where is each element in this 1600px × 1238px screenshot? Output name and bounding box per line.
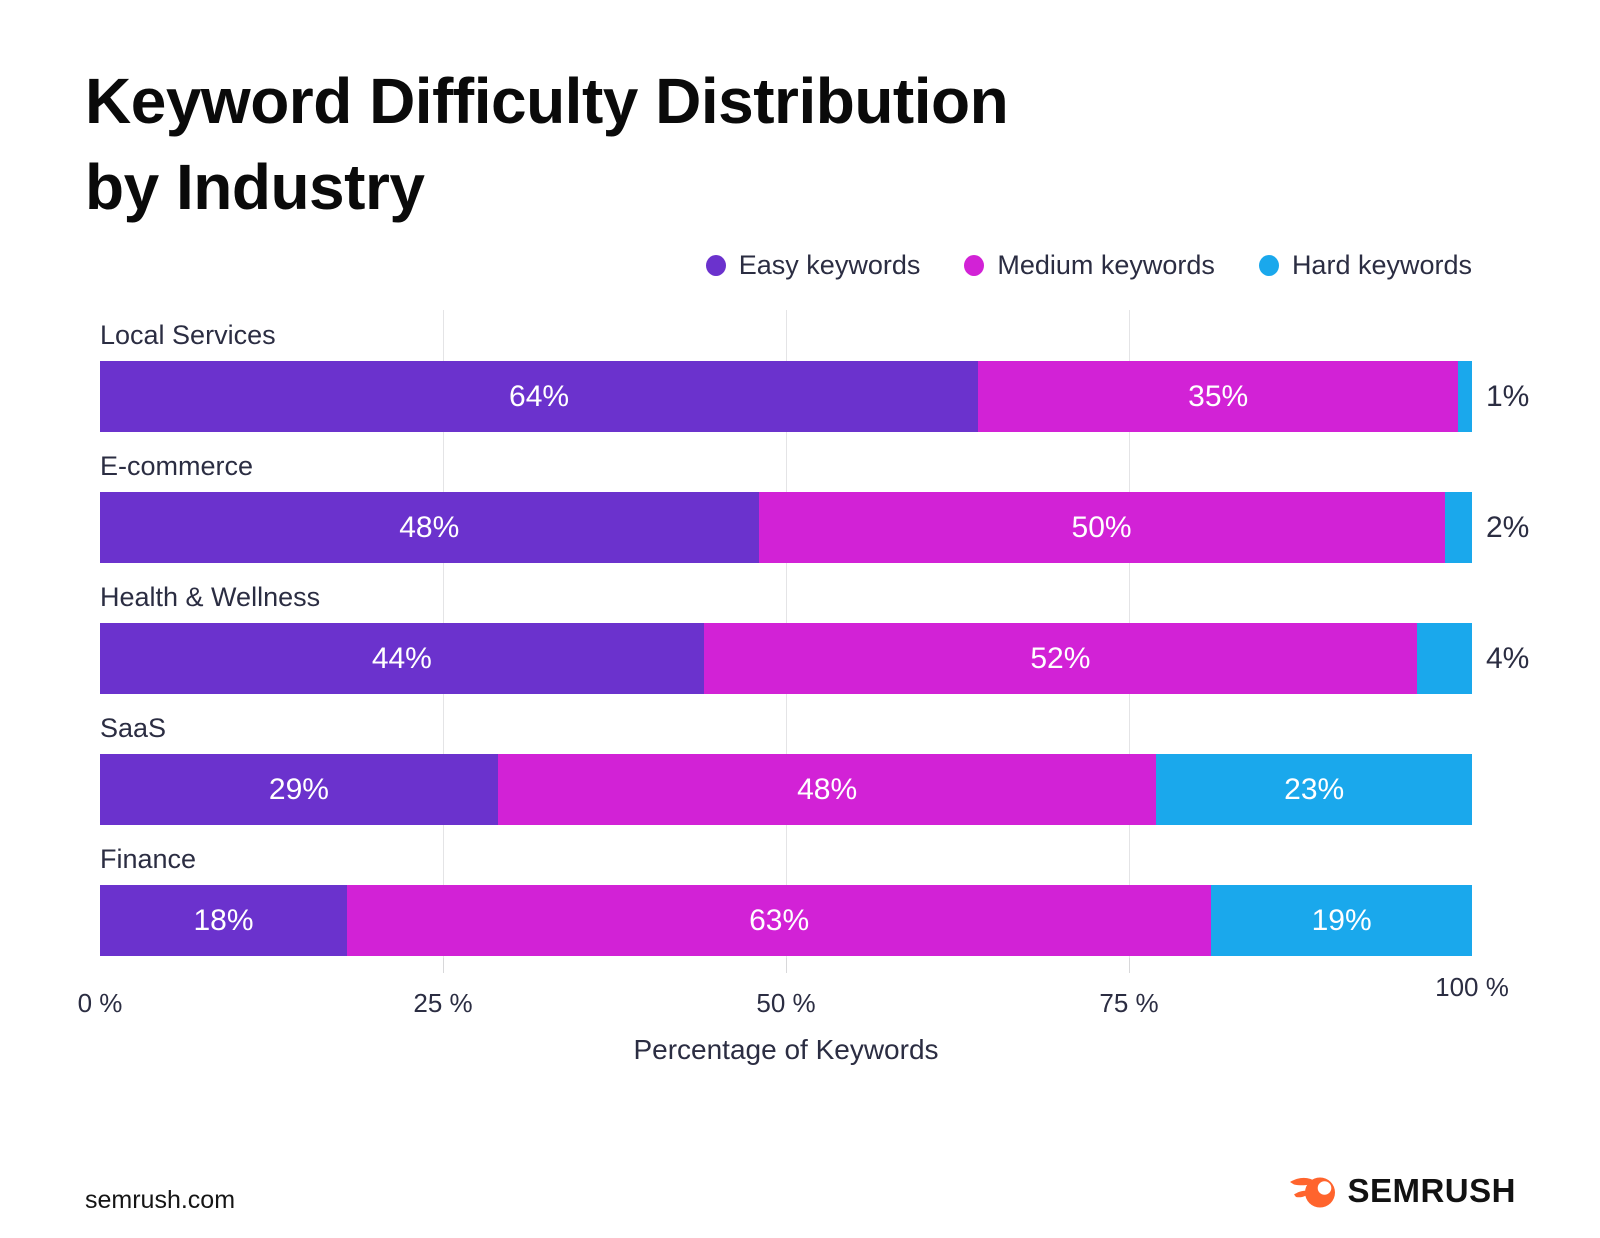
legend-dot-icon (705, 255, 726, 276)
legend-label: Easy keywords (738, 250, 921, 280)
x-axis-title: Percentage of Keywords (633, 1034, 939, 1065)
x-tick-label: 50 % (756, 988, 816, 1018)
segment-value: 48% (399, 510, 460, 544)
segment-value: 35% (1188, 379, 1249, 413)
axis-tickmark (443, 958, 444, 973)
row-label: SaaS (100, 713, 167, 743)
chart-row: Health & Wellness 44% 52% 4% (100, 580, 1529, 694)
medium-keywords-segment: 35% (978, 361, 1459, 432)
source-url: semrush.com (85, 1186, 236, 1214)
stacked-bar: 48% 50% 2% (100, 492, 1529, 563)
axis-tickmark (786, 958, 787, 973)
segment-value: 29% (268, 772, 329, 806)
easy-keywords-segment: 64% (100, 361, 979, 432)
segment-value: 48% (797, 772, 858, 806)
stacked-bar: 29% 48% 23% (100, 754, 1472, 825)
legend-item: Hard keywords (1258, 250, 1472, 281)
segment-value: 44% (371, 641, 432, 675)
chart-row: Finance 18% 63% 19% (100, 842, 1472, 956)
semrush-logo: SEMRUSH (1289, 1172, 1516, 1210)
medium-keywords-segment: 48% (497, 754, 1157, 825)
segment-value-outside: 4% (1486, 642, 1530, 675)
medium-keywords-segment: 52% (703, 623, 1418, 694)
medium-keywords-segment: 50% (758, 492, 1445, 563)
x-tick-label: 25 % (413, 988, 473, 1018)
stacked-bar: 44% 52% 4% (100, 623, 1529, 694)
hard-keywords-segment (1444, 492, 1472, 563)
stacked-bar: 18% 63% 19% (100, 885, 1472, 956)
hard-keywords-segment: 19% (1211, 885, 1472, 956)
medium-keywords-segment: 63% (346, 885, 1212, 956)
chart-title-line1: Keyword Difficulty Distribution (85, 65, 1009, 137)
hard-keywords-segment (1458, 361, 1472, 432)
stacked-bar: 64% 35% 1% (100, 361, 1529, 432)
segment-value: 50% (1071, 510, 1132, 544)
legend-dot-icon (964, 255, 985, 276)
legend-label: Hard keywords (1291, 250, 1472, 280)
x-tick-label: 0 % (77, 988, 123, 1018)
segment-value: 19% (1311, 903, 1372, 937)
legend-label: Medium keywords (997, 250, 1215, 280)
chart-title: Keyword Difficulty Distribution by Indust… (85, 58, 1009, 230)
segment-value: 64% (509, 379, 570, 413)
semrush-flame-icon (1290, 1177, 1336, 1207)
chart-row: Local Services 64% 35% 1% (100, 318, 1529, 432)
segment-value: 52% (1030, 641, 1091, 675)
segment-value-outside: 2% (1486, 511, 1530, 544)
chart-row: SaaS 29% 48% 23% (100, 711, 1472, 825)
segment-value: 23% (1284, 772, 1345, 806)
segment-value: 18% (193, 903, 254, 937)
legend-item: Easy keywords (705, 250, 921, 281)
row-label: E-commerce (100, 451, 254, 481)
easy-keywords-segment: 18% (100, 885, 347, 956)
easy-keywords-segment: 29% (100, 754, 498, 825)
hard-keywords-segment: 23% (1156, 754, 1472, 825)
chart-row: E-commerce 48% 50% 2% (100, 449, 1529, 563)
semrush-wordmark: SEMRUSH (1347, 1172, 1516, 1209)
row-label: Local Services (100, 320, 276, 350)
chart-area: Local Services 64% 35% 1% E-commerce 48% 50% 2%… (78, 310, 1529, 1100)
easy-keywords-segment: 48% (100, 492, 759, 563)
x-tick-label: 100 % (1435, 972, 1509, 1002)
x-tick-label: 75 % (1099, 988, 1159, 1018)
chart-title-line2: by Industry (85, 151, 425, 223)
row-label: Finance (100, 844, 197, 874)
hard-keywords-segment (1417, 623, 1472, 694)
legend-dot-icon (1258, 255, 1279, 276)
axis-tickmark (1129, 958, 1130, 973)
easy-keywords-segment: 44% (100, 623, 704, 694)
segment-value-outside: 1% (1486, 380, 1530, 413)
legend-item: Medium keywords (964, 250, 1215, 281)
row-label: Health & Wellness (100, 582, 321, 612)
segment-value: 63% (749, 903, 810, 937)
legend: Easy keywords Medium keywords Hard keyword… (100, 250, 1472, 281)
